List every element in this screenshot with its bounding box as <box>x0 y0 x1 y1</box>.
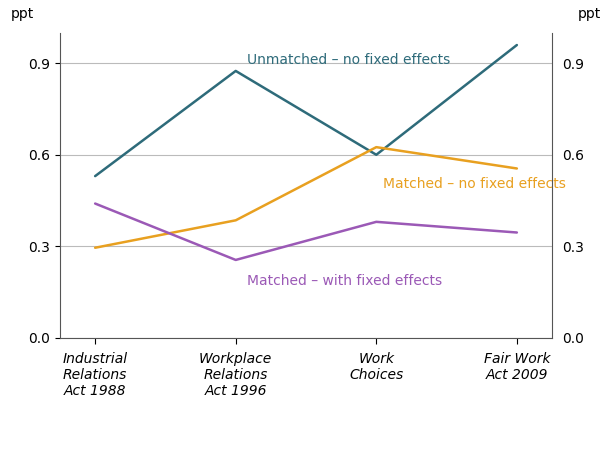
Text: Unmatched – no fixed effects: Unmatched – no fixed effects <box>247 53 450 67</box>
Text: Matched – no fixed effects: Matched – no fixed effects <box>383 177 566 191</box>
Text: ppt: ppt <box>11 7 34 21</box>
Text: Matched – with fixed effects: Matched – with fixed effects <box>247 274 442 288</box>
Text: ppt: ppt <box>578 7 600 21</box>
